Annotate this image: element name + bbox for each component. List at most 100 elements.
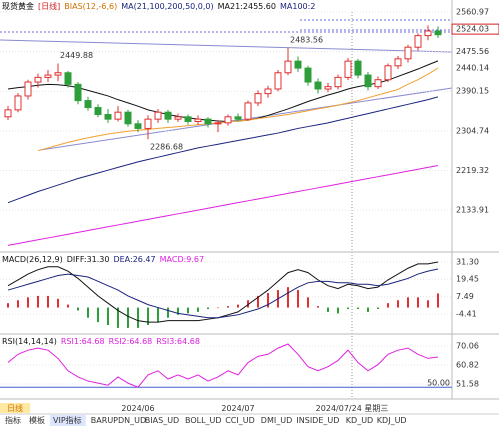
price-annotation: 2483.56 <box>290 35 323 44</box>
candle-body <box>64 72 72 85</box>
macd-bar <box>387 303 389 308</box>
macd-bar <box>17 300 19 308</box>
macd-bar <box>397 300 399 308</box>
macd-bar <box>317 306 319 308</box>
macd-bar <box>437 293 439 308</box>
y-tick-label: 2304.74 <box>456 126 489 135</box>
macd-bar <box>367 307 369 312</box>
macd-bar <box>357 307 359 310</box>
y-tick-label: 2390.15 <box>456 87 489 96</box>
candle-body <box>384 65 392 81</box>
x-tick-label: 2024/06 <box>121 404 154 413</box>
y-tick-label: 2219.32 <box>456 166 489 175</box>
series-line <box>7 343 439 388</box>
macd-bar <box>297 290 299 308</box>
candle-body <box>74 83 82 102</box>
panel-header: RSI(14,14,14) RSI1:64.68 RSI2:64.68 RSI3:64… <box>2 337 200 346</box>
macd-bar <box>227 306 229 308</box>
series-line <box>7 96 439 204</box>
macd-bar <box>167 307 169 318</box>
period-tab-bg[interactable] <box>0 403 30 413</box>
candle-body <box>284 60 292 74</box>
macd-bar <box>137 307 139 328</box>
macd-bar <box>27 297 29 308</box>
macd-bar <box>37 295 39 308</box>
candle-body <box>94 107 102 116</box>
tab[interactable]: BOLL_UD <box>185 416 222 425</box>
macd-bar <box>267 292 269 308</box>
candle-body <box>164 111 172 120</box>
y-tick-label: 2475.56 <box>456 47 489 56</box>
macd-bar <box>157 307 159 323</box>
header-item: DIFF:31.30 <box>67 255 110 264</box>
candle-body <box>144 118 152 129</box>
macd-bar <box>77 307 79 311</box>
header-item: RSI2:64.68 <box>109 337 153 346</box>
macd-bar <box>287 287 289 308</box>
price-annotation: 2286.68 <box>150 143 183 152</box>
tab[interactable]: KDJ_UD <box>377 416 407 425</box>
candle-body <box>14 95 22 111</box>
ma-value-label: 2440.14 <box>456 64 489 73</box>
series-line <box>7 261 439 323</box>
candle-body <box>54 72 62 76</box>
macd-bar <box>147 307 149 326</box>
candle-body <box>264 88 272 95</box>
macd-bar <box>7 303 9 308</box>
candle-body <box>184 116 192 122</box>
macd-bar <box>407 297 409 308</box>
candle-body <box>44 74 52 78</box>
macd-bar <box>187 307 189 314</box>
header-item: MACD:9.67 <box>160 255 205 264</box>
tab[interactable]: INSIDE_UD <box>296 416 339 425</box>
last-price-box <box>451 23 499 35</box>
price-annotation: 2449.88 <box>60 51 93 60</box>
header-item: MACD(26,12,9) <box>2 255 63 264</box>
tab[interactable]: DMI_UD <box>261 416 292 425</box>
tab[interactable]: BARUPDN_UD <box>91 416 146 425</box>
macd-bar <box>257 295 259 308</box>
candle-body <box>154 111 162 120</box>
macd-bar <box>417 297 419 308</box>
macd-bar <box>127 307 129 328</box>
macd-bar <box>337 307 339 314</box>
candle-body <box>314 81 322 90</box>
series-line <box>7 268 439 319</box>
macd-bar <box>177 307 179 315</box>
tab[interactable]: 模板 <box>29 415 45 425</box>
macd-bar <box>247 300 249 308</box>
y-tick-label: 60.82 <box>456 360 479 369</box>
tab[interactable]: 指标 <box>5 415 21 425</box>
x-tick-label: 2024/07 <box>221 404 254 413</box>
candle-body <box>294 60 302 69</box>
candle-body <box>324 86 332 90</box>
macd-bar <box>327 307 329 312</box>
candle-body <box>244 102 252 120</box>
header-item: RSI(14,14,14) <box>2 337 57 346</box>
period-tab[interactable]: 日线 <box>7 403 23 413</box>
macd-bar <box>207 307 209 310</box>
candle-body <box>24 81 32 97</box>
series-line <box>7 165 439 246</box>
macd-bar <box>427 300 429 308</box>
tab[interactable]: CCI_UD <box>225 416 255 425</box>
macd-bar <box>377 307 379 310</box>
y-tick-label: 7.49 <box>456 292 474 301</box>
candle-body <box>404 46 412 60</box>
header-item: RSI3:64.68 <box>156 337 200 346</box>
header-item: MA100:2 <box>280 2 315 11</box>
macd-bar <box>67 304 69 308</box>
macd-bar <box>47 295 49 308</box>
candle-body <box>214 122 222 125</box>
macd-bar <box>347 307 349 310</box>
macd-bar <box>107 307 109 326</box>
tab[interactable]: VIP指标 <box>53 415 82 425</box>
macd-bar <box>87 307 89 318</box>
macd-bar <box>97 307 99 323</box>
candle-body <box>414 35 422 48</box>
candle-body <box>394 58 402 67</box>
tab[interactable]: KD_UD <box>346 416 373 425</box>
candle-body <box>114 111 122 120</box>
tab[interactable]: BIAS_UD <box>145 416 179 425</box>
candle-body <box>354 60 362 76</box>
